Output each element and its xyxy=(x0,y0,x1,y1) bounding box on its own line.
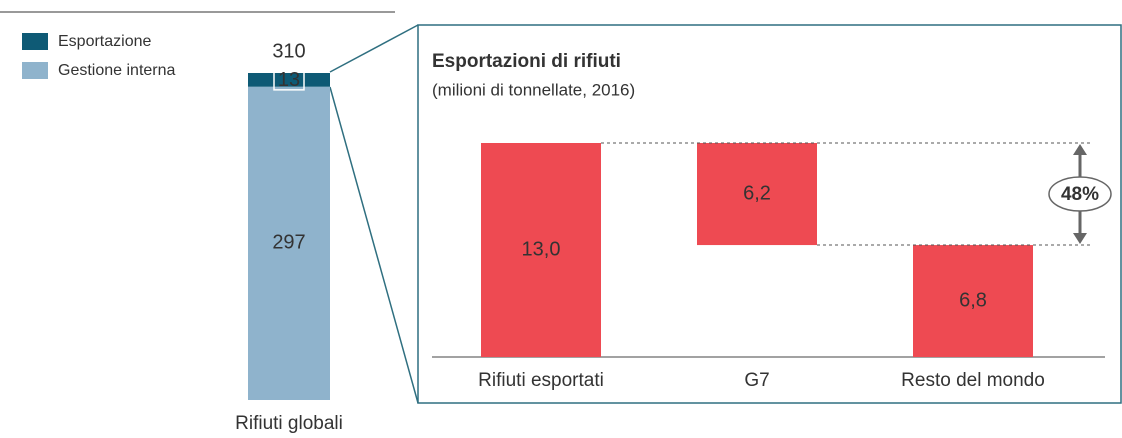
panel xyxy=(417,24,1122,404)
bar xyxy=(913,245,1033,357)
value-label: 6,8 xyxy=(959,289,987,311)
annotation-badge xyxy=(1048,176,1112,212)
label-box xyxy=(273,69,305,91)
x-tick-label: G7 xyxy=(744,370,769,391)
arrow-head xyxy=(1073,144,1087,155)
chart-title: Esportazioni di rifiuti xyxy=(432,51,621,72)
legend-swatch xyxy=(22,62,48,79)
value-label: 6,2 xyxy=(743,182,771,204)
legend-label: Gestione interna xyxy=(58,62,176,79)
zoom-line xyxy=(329,86,419,404)
total-label: 310 xyxy=(272,40,305,62)
zoom-line xyxy=(329,24,419,73)
bar xyxy=(481,143,601,357)
x-tick-label: Resto del mondo xyxy=(901,370,1045,391)
x-tick-label: Rifiuti globali xyxy=(235,413,343,434)
legend-swatch xyxy=(22,33,48,50)
bar-segment xyxy=(248,86,330,401)
legend-label: Esportazione xyxy=(58,33,151,50)
bar-segment xyxy=(248,73,330,87)
annotation: 48% xyxy=(1061,184,1099,205)
x-tick-label: Rifiuti esportati xyxy=(478,370,604,391)
bar xyxy=(697,143,817,246)
arrow-head xyxy=(1073,233,1087,245)
value-label: 297 xyxy=(272,232,305,254)
value-label: 13 xyxy=(278,69,300,91)
chart-subtitle: (milioni di tonnellate, 2016) xyxy=(432,80,635,99)
value-label: 13,0 xyxy=(522,238,561,260)
